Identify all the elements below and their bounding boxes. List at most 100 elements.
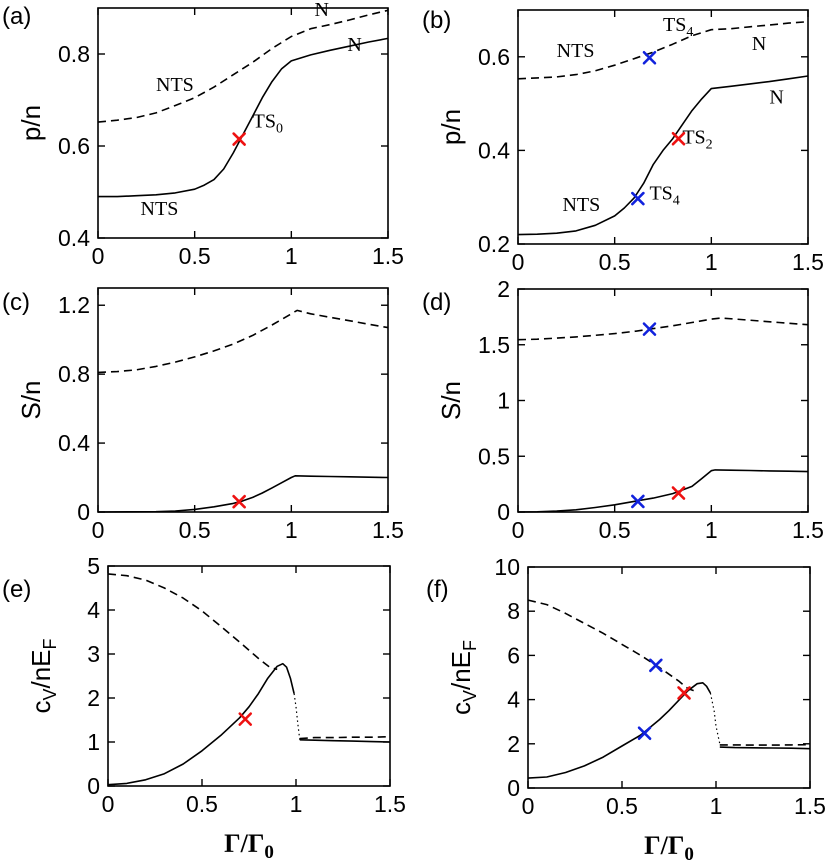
x-tick-label: 0.5 — [179, 243, 211, 269]
annotation: NTS — [141, 198, 179, 220]
y-tick-label: 0.6 — [478, 44, 510, 70]
y-axis-label-sub2: F — [40, 638, 60, 649]
y-axis-label: cV/nEF — [446, 640, 480, 715]
annotation-text: NTS — [141, 198, 179, 220]
panel-c: 0 0.5 1 1.5 0 0.4 0.8 1.2 S/n (c) — [2, 287, 404, 543]
y-tick-label: 4 — [87, 597, 100, 623]
marker-stroke — [232, 132, 246, 146]
marker-stroke — [677, 686, 691, 700]
y-tick-label: 1.5 — [478, 332, 510, 358]
plot-frame — [97, 287, 389, 513]
annotation: NTS — [156, 74, 194, 96]
y-axis-label-main: c — [26, 701, 56, 714]
annotation: TS4 — [663, 14, 693, 40]
marker-red-cross — [238, 712, 253, 726]
annotation: TS2 — [682, 126, 712, 152]
marker-stroke — [642, 322, 657, 336]
x-axis-label-main: Γ/Γ — [224, 829, 264, 858]
series-line-dashed — [107, 573, 278, 671]
y-tick-label: 6 — [507, 642, 520, 668]
series-line-dashed — [299, 735, 391, 740]
x-tick-label: 1.5 — [794, 793, 826, 819]
x-tick-label: 0.5 — [599, 249, 631, 275]
y-tick-label: 3 — [87, 641, 100, 667]
annotation-sub: 0 — [276, 122, 283, 137]
y-tick-label: 5 — [87, 553, 100, 579]
y-axis-label: p/n — [436, 109, 466, 145]
annotation-text: NTS — [557, 40, 595, 62]
annotation-text: NTS — [562, 194, 600, 216]
marker-blue-cross — [631, 494, 645, 509]
x-axis-label: Γ/Γ0 — [224, 829, 274, 862]
panel-label: (c) — [2, 289, 30, 316]
y-tick-label: 1 — [87, 729, 100, 755]
panel-label: (a) — [2, 3, 31, 30]
y-axis-label-main: p/n — [436, 109, 466, 145]
marker-blue-cross — [631, 191, 645, 206]
series-line-solid — [107, 662, 295, 786]
y-axis-label-rest: /nE — [446, 651, 476, 690]
annotation: TS4 — [649, 183, 679, 209]
y-axis-label-main: c — [446, 702, 476, 715]
x-tick-label: 1 — [290, 791, 303, 817]
x-axis-label-sub: 0 — [684, 844, 694, 862]
annotation: N — [347, 34, 361, 56]
annotation-sub: 2 — [706, 137, 713, 152]
annotation-sub: 4 — [686, 25, 693, 40]
x-tick-label: 1 — [285, 243, 298, 269]
plot-frame — [517, 288, 809, 513]
y-tick-label: 4 — [507, 687, 520, 713]
annotation: N — [315, 0, 329, 21]
y-tick-label: 0.4 — [478, 137, 510, 163]
y-tick-label: 0 — [497, 499, 510, 525]
annotation: TS0 — [253, 111, 283, 137]
annotation-text: TS — [649, 183, 672, 205]
series-line-solid — [527, 681, 712, 779]
marker-stroke — [671, 486, 686, 500]
y-tick-label: 0.8 — [58, 361, 90, 387]
y-axis-label-main: p/n — [16, 105, 46, 141]
x-tick-label: 1 — [710, 793, 723, 819]
y-tick-label: 2 — [497, 276, 510, 302]
y-tick-label: 0.8 — [58, 41, 90, 67]
y-tick-label: 0.6 — [58, 133, 90, 159]
series-line-dashed — [97, 9, 389, 123]
marker-red-cross — [671, 131, 686, 146]
x-tick-label: 0.5 — [186, 791, 218, 817]
series-line-dotted — [293, 693, 301, 740]
x-axis-label: Γ/Γ0 — [644, 831, 694, 862]
marker-red-cross — [232, 132, 246, 146]
x-tick-label: 0.5 — [179, 517, 211, 543]
y-tick-label: 8 — [507, 598, 520, 624]
x-tick-label: 1.5 — [372, 243, 404, 269]
annotation-sub: 4 — [673, 194, 680, 209]
series-line-solid — [299, 739, 391, 743]
marker-stroke — [631, 191, 645, 206]
series-line-solid — [517, 469, 809, 513]
marker-stroke — [649, 658, 663, 673]
plot-frame — [107, 565, 391, 787]
series-line-dashed — [97, 309, 389, 374]
marker-red-cross — [232, 494, 246, 509]
plot-frame — [527, 566, 811, 789]
marker-blue-cross — [649, 658, 663, 673]
annotation-text: NTS — [156, 74, 194, 96]
y-axis-label-main: S/n — [16, 380, 46, 419]
x-tick-label: 1.5 — [792, 249, 824, 275]
annotation: NTS — [562, 194, 600, 216]
series-line-dashed — [517, 317, 809, 341]
x-tick-label: 1.5 — [372, 517, 404, 543]
y-axis-label-main: S/n — [436, 381, 466, 420]
x-tick-label: 0.5 — [599, 517, 631, 543]
x-tick-label: 1 — [285, 517, 298, 543]
marker-red-cross — [677, 686, 691, 700]
annotation: N — [752, 33, 766, 55]
y-tick-label: 0 — [87, 773, 100, 799]
panel-d: 0 0.5 1 1.5 0 0.5 1 1.5 2 S/n (d) — [422, 276, 824, 543]
series-line-solid — [98, 37, 389, 198]
marker-blue-cross — [642, 322, 657, 336]
marker-blue-cross — [637, 726, 652, 740]
